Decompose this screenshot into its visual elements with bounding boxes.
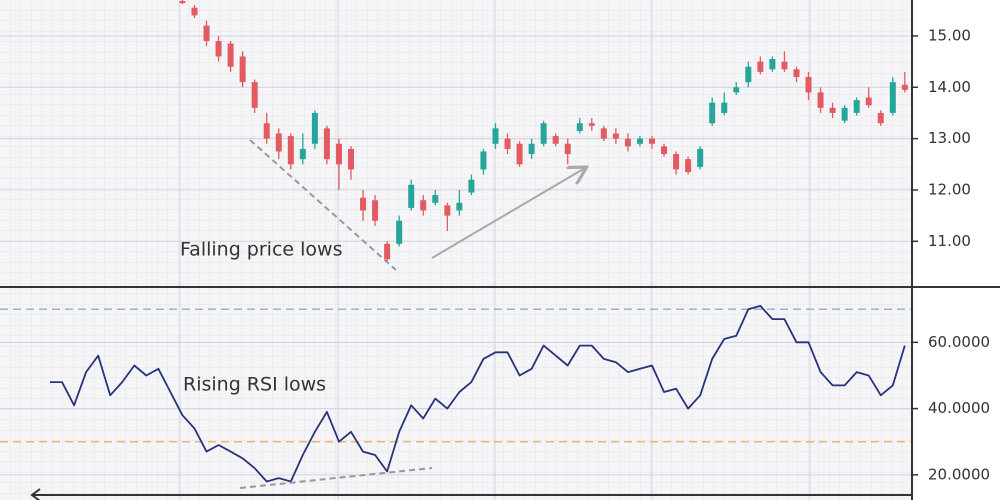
annotation: Rising RSI lows: [183, 374, 326, 396]
candle-body: [179, 1, 186, 4]
data-layer: [0, 0, 912, 483]
y-tick-label: 40.0000: [928, 399, 990, 417]
candle-body: [781, 61, 788, 70]
axis-arrow: [30, 488, 41, 500]
candle-body: [649, 138, 655, 144]
candle-body: [661, 146, 668, 155]
candle-body: [227, 43, 234, 67]
candle-body: [492, 128, 499, 144]
y-tick-label: 15.00: [928, 26, 971, 44]
candle-body: [203, 25, 210, 42]
candle-body: [540, 123, 547, 144]
candle-body: [263, 123, 270, 139]
candle-body: [769, 59, 776, 70]
candle-body: [516, 143, 523, 165]
candle-body: [287, 136, 294, 165]
candle-body: [889, 82, 896, 113]
y-tick-label: 12.00: [928, 180, 971, 198]
candle-body: [191, 7, 198, 16]
candle-body: [432, 195, 439, 203]
candle-body: [528, 143, 535, 155]
trend-line: [239, 467, 433, 489]
candle-body: [468, 179, 475, 193]
candle-body: [348, 148, 354, 170]
candle-body: [275, 133, 282, 152]
candle-body: [480, 151, 487, 170]
trend-arrow: [431, 168, 585, 259]
candle-body: [697, 148, 704, 167]
candle-body: [709, 102, 716, 124]
candle-body: [588, 123, 595, 126]
candle-body: [793, 69, 800, 78]
candle-body: [901, 84, 908, 90]
candle-body: [757, 61, 764, 72]
panel: [0, 0, 912, 262]
candle-body: [299, 148, 306, 160]
candle-body: [853, 100, 860, 113]
candle-body: [576, 123, 583, 131]
candle-body: [215, 41, 222, 57]
candle-body: [335, 143, 342, 165]
candle-body: [865, 97, 872, 106]
y-tick-label: 13.00: [928, 129, 971, 147]
candle-body: [805, 77, 812, 93]
candle-body: [600, 128, 607, 139]
candle-body: [612, 133, 619, 139]
panel: [0, 305, 912, 483]
y-tick-label: 20.0000: [928, 465, 990, 483]
candle-body: [408, 184, 415, 208]
major-grid: [179, 0, 811, 500]
y-tick-label: 14.00: [928, 78, 971, 96]
candle-body: [721, 102, 728, 113]
candle-body: [733, 87, 740, 93]
candle-body: [420, 200, 427, 211]
candle-body: [685, 159, 692, 172]
candle-body: [323, 128, 330, 160]
candle-body: [829, 107, 836, 113]
candle-body: [372, 200, 379, 221]
candle-body: [745, 66, 752, 83]
candle-body: [564, 143, 571, 155]
candle-body: [552, 136, 559, 144]
trend-line: [249, 139, 397, 271]
candle-body: [251, 82, 258, 108]
annotation: Falling price lows: [180, 239, 342, 261]
candle-body: [444, 205, 451, 216]
candle-body: [673, 154, 680, 170]
candle-body: [456, 202, 463, 211]
candle-body: [636, 138, 643, 144]
candle-body: [311, 112, 318, 144]
candle-body: [841, 107, 848, 121]
candle-body: [360, 197, 367, 211]
candle-body: [817, 92, 824, 108]
candle-body: [624, 138, 631, 147]
y-tick-label: 11.00: [928, 232, 971, 250]
candle-body: [384, 243, 391, 260]
candle-body: [396, 220, 403, 244]
candle-body: [877, 112, 884, 124]
minor-grid: [0, 0, 912, 500]
rsi-line: [50, 305, 906, 483]
candle-body: [239, 56, 246, 83]
candle-body: [504, 138, 511, 149]
y-tick-label: 60.0000: [928, 333, 990, 351]
